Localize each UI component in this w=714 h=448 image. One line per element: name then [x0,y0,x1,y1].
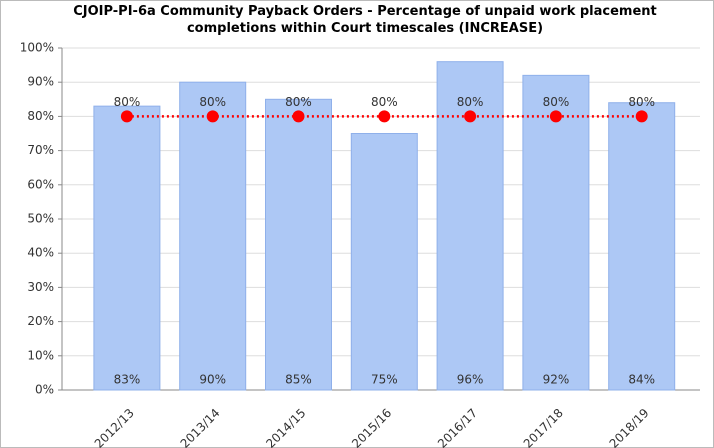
x-tick-label: 2015/16 [349,406,394,448]
bar-value-label: 92% [543,373,570,387]
target-value-label: 80% [371,95,398,109]
y-tick-label: 50% [27,212,54,226]
y-tick-label: 60% [27,177,54,191]
x-tick-label: 2016/17 [435,406,480,448]
y-tick-label: 80% [27,109,54,123]
y-tick-label: 90% [27,75,54,89]
bar-value-label: 90% [199,373,226,387]
target-value-label: 80% [628,95,655,109]
y-tick-label: 10% [27,348,54,362]
x-tick-label: 2013/14 [178,406,223,448]
target-point [120,110,133,123]
target-point [292,110,305,123]
x-tick-label: 2017/18 [521,406,566,448]
bar-value-label: 85% [285,373,312,387]
bar-value-label: 75% [371,373,398,387]
y-tick-label: 20% [27,314,54,328]
x-tick-label: 2018/19 [607,406,652,448]
target-point [206,110,219,123]
bar-value-label: 84% [628,373,655,387]
target-point [464,110,477,123]
y-tick-label: 30% [27,280,54,294]
x-tick-label: 2012/13 [92,406,137,448]
bar [350,133,418,391]
bar [608,102,676,391]
y-tick-label: 0% [35,383,54,397]
x-tick-label: 2014/15 [263,406,308,448]
bar-value-label: 96% [457,373,484,387]
bar [522,74,590,391]
target-point [378,110,391,123]
y-tick-label: 100% [20,41,54,55]
y-tick-label: 70% [27,143,54,157]
chart-title: CJOIP-PI-6a Community Payback Orders - P… [73,4,657,36]
bar [265,98,332,391]
target-point [635,110,648,123]
target-value-label: 80% [285,95,312,109]
y-tick-label: 40% [27,246,54,260]
bar [179,81,247,391]
target-value-label: 80% [114,95,141,109]
target-value-label: 80% [457,95,484,109]
target-value-label: 80% [199,95,226,109]
bar-value-label: 83% [114,373,141,387]
bar [93,105,161,391]
target-value-label: 80% [543,95,570,109]
target-point [549,110,562,123]
